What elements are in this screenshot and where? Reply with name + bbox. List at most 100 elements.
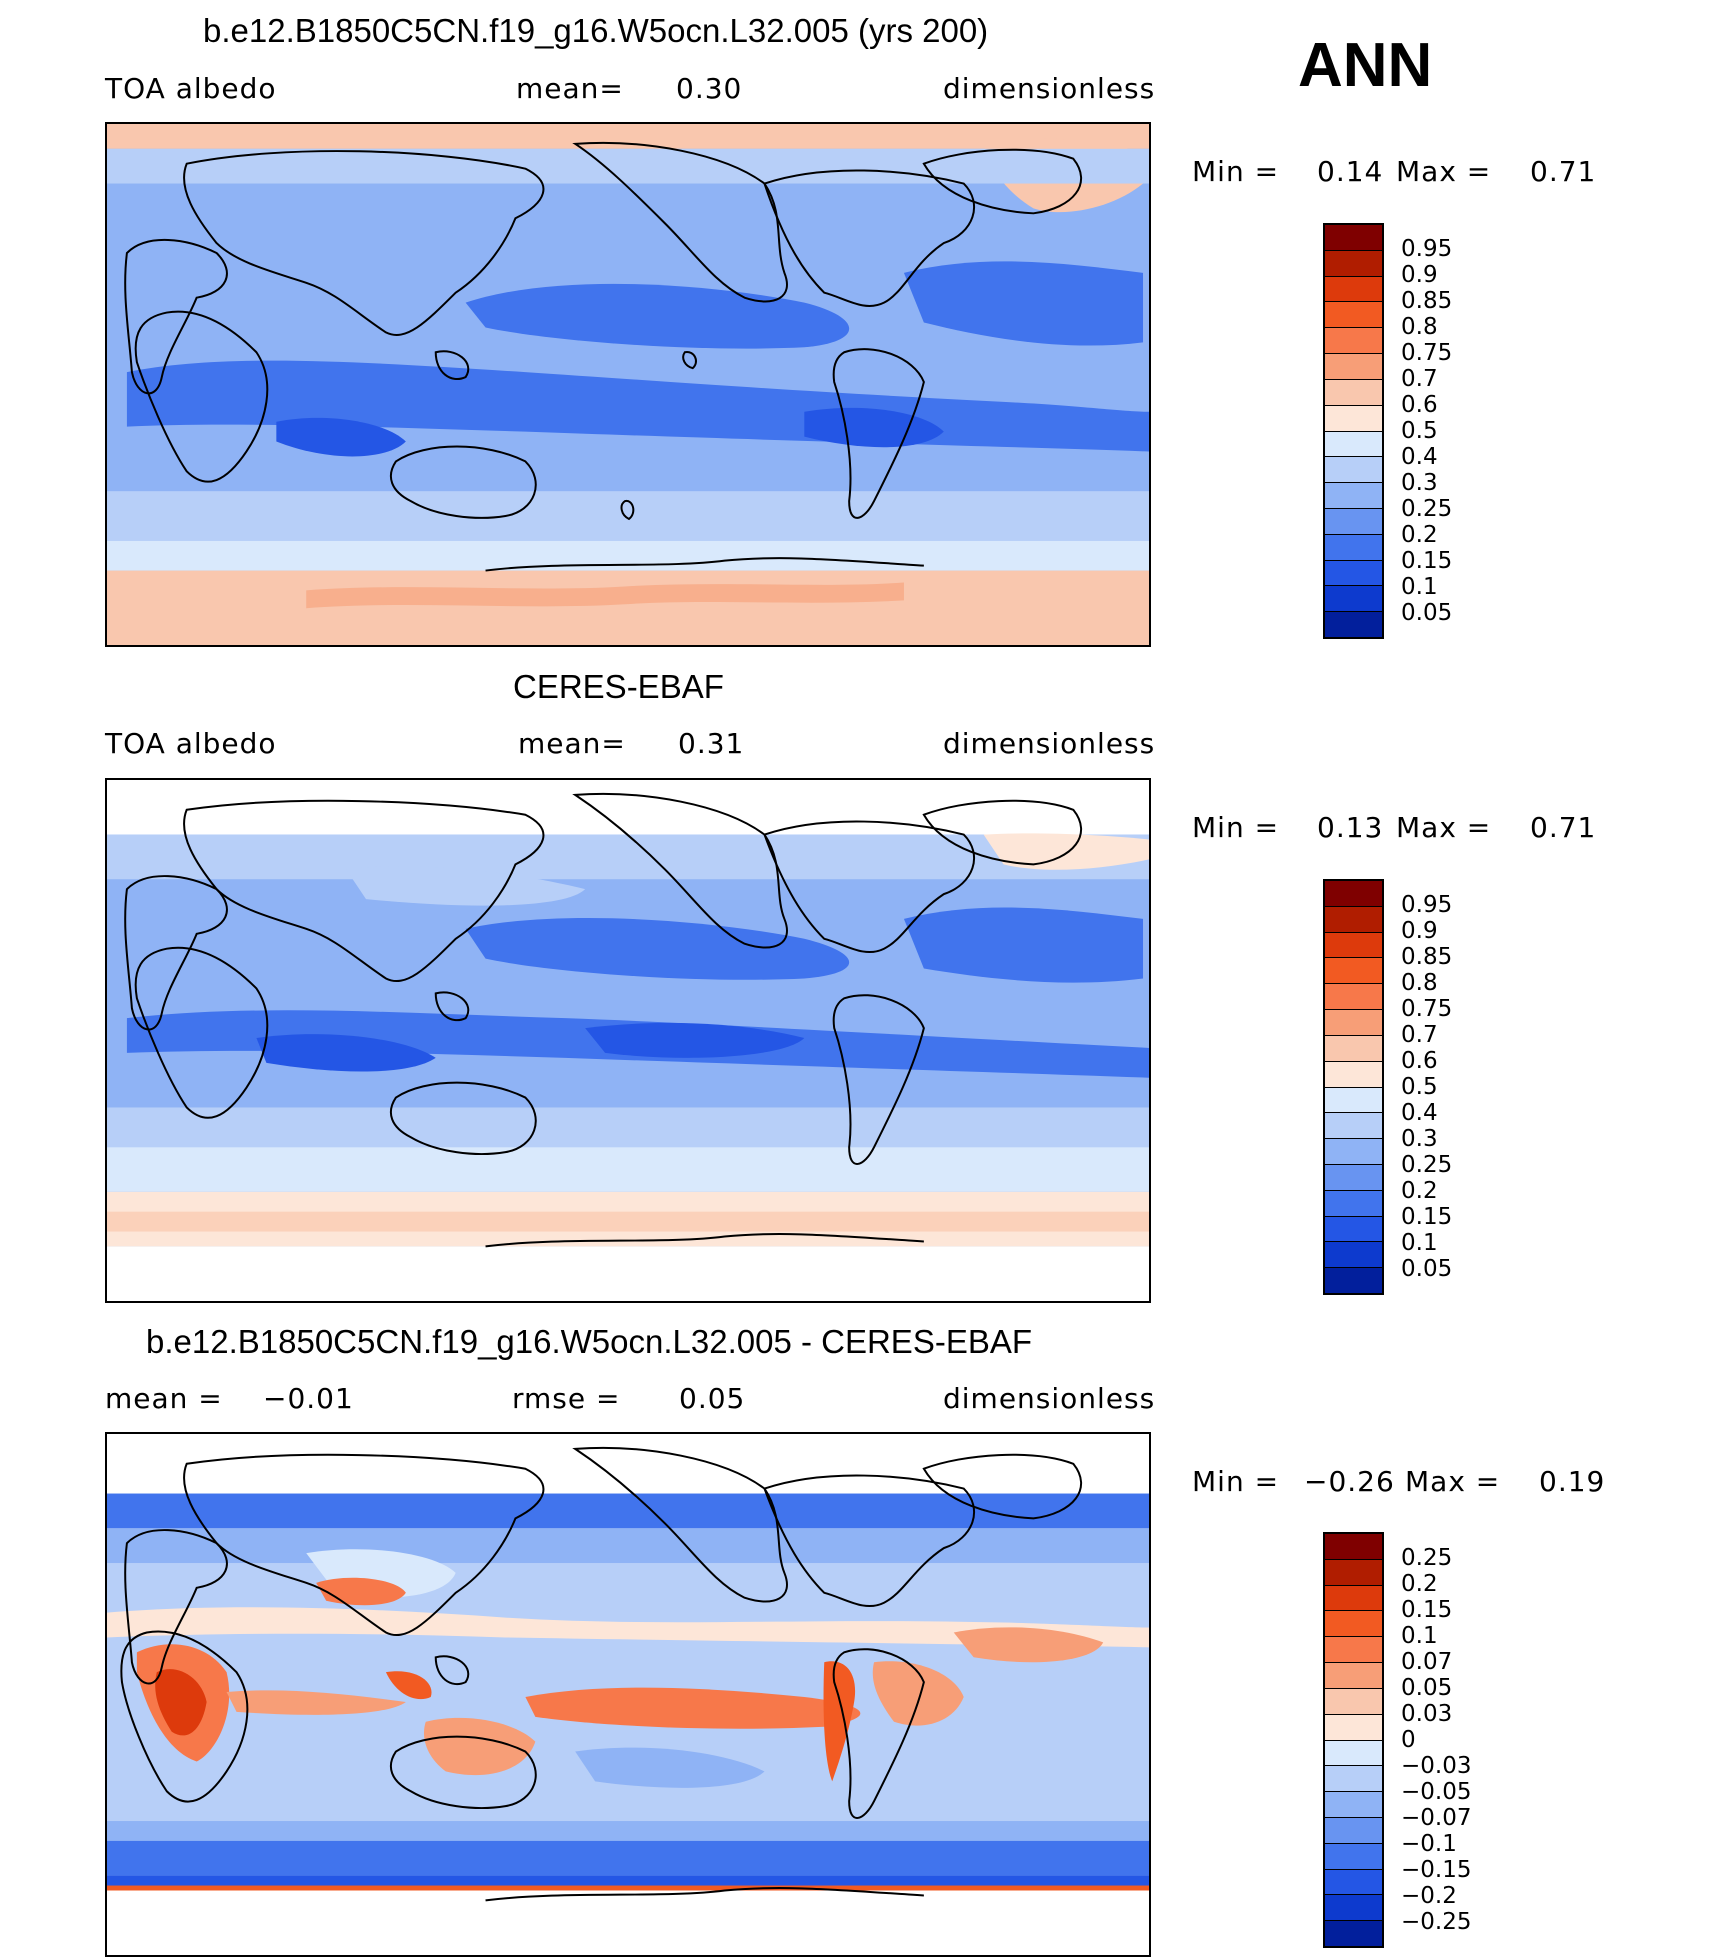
panel-1-map <box>105 122 1151 647</box>
panel-1-colorbar-labels: 0.95 0.9 0.85 0.8 0.75 0.7 0.6 0.5 0.4 0.3 0.25 0.2… <box>1401 223 1521 639</box>
colorbar-box <box>1325 1610 1382 1637</box>
colorbar-tick-label: 0 <box>1401 1727 1416 1753</box>
colorbar-box <box>1325 1739 1382 1766</box>
colorbar-box <box>1325 1558 1382 1585</box>
colorbar-tick-label: 0.1 <box>1401 1230 1438 1256</box>
colorbar-tick-label: 0.15 <box>1401 1597 1453 1623</box>
colorbar-tick-label: 0.07 <box>1401 1649 1453 1675</box>
panel-2-mean-value: 0.31 <box>678 727 745 760</box>
colorbar-box <box>1325 378 1382 405</box>
panel-3-max-value: 0.19 <box>1539 1465 1606 1498</box>
colorbar-box <box>1325 1163 1382 1190</box>
panel-2-min-label: Min = <box>1192 811 1280 844</box>
colorbar-tick-label: 0.15 <box>1401 548 1453 574</box>
panel-3-rmse-value: 0.05 <box>679 1382 746 1415</box>
panel-3-units-label: dimensionless <box>943 1382 1156 1415</box>
colorbar-tick-label: 0.05 <box>1401 600 1453 626</box>
colorbar-tick-label: 0.05 <box>1401 1256 1453 1282</box>
colorbar-box <box>1325 1034 1382 1061</box>
colorbar-tick-label: 0.6 <box>1401 392 1438 418</box>
panel-2-map <box>105 778 1151 1303</box>
colorbar-box <box>1325 430 1382 457</box>
colorbar-box <box>1325 301 1382 328</box>
colorbar-tick-label: −0.2 <box>1401 1883 1457 1909</box>
panel-2-mean-label: mean= <box>518 727 626 760</box>
colorbar-box <box>1325 353 1382 379</box>
colorbar-box <box>1325 931 1382 958</box>
panel-3-max-label: Max = <box>1405 1465 1501 1498</box>
colorbar-tick-label: 0.75 <box>1401 996 1453 1022</box>
colorbar-tick-label: 0.95 <box>1401 892 1453 918</box>
panel-1-mean-label: mean= <box>516 72 624 105</box>
panel-3-colorbar <box>1323 1532 1384 1948</box>
colorbar-box <box>1325 482 1382 508</box>
colorbar-box <box>1325 1765 1382 1792</box>
panel-3-mean-value: −0.01 <box>263 1382 354 1415</box>
panel-2-max-label: Max = <box>1396 811 1492 844</box>
colorbar-box <box>1325 404 1382 431</box>
panel-3-min-label: Min = <box>1192 1465 1280 1498</box>
panel-2-colorbar <box>1323 879 1384 1295</box>
panel-1-title: b.e12.B1850C5CN.f19_g16.W5ocn.L32.005 (y… <box>203 12 989 49</box>
panel-2-colorbar-labels: 0.95 0.9 0.85 0.8 0.75 0.7 0.6 0.5 0.4 0.3 0.25 0.2… <box>1401 879 1521 1295</box>
colorbar-box <box>1325 611 1382 637</box>
colorbar-box <box>1325 1791 1382 1817</box>
colorbar-tick-label: 0.15 <box>1401 1204 1453 1230</box>
colorbar-tick-label: 0.9 <box>1401 262 1438 288</box>
colorbar-tick-label: −0.07 <box>1401 1805 1472 1831</box>
panel-1-max-label: Max = <box>1396 155 1492 188</box>
colorbar-box <box>1325 1138 1382 1164</box>
colorbar-box <box>1325 1189 1382 1216</box>
colorbar-tick-label: 0.3 <box>1401 470 1438 496</box>
colorbar-tick-label: 0.7 <box>1401 366 1438 392</box>
colorbar-tick-label: 0.3 <box>1401 1126 1438 1152</box>
colorbar-box <box>1325 1842 1382 1869</box>
colorbar-tick-label: 0.25 <box>1401 496 1453 522</box>
colorbar-tick-label: 0.85 <box>1401 944 1453 970</box>
panel-2-max-value: 0.71 <box>1530 811 1597 844</box>
colorbar-box <box>1325 585 1382 612</box>
colorbar-box <box>1325 1534 1382 1559</box>
colorbar-tick-label: 0.05 <box>1401 1675 1453 1701</box>
colorbar-tick-label: 0.95 <box>1401 236 1453 262</box>
colorbar-tick-label: 0.1 <box>1401 1623 1438 1649</box>
colorbar-tick-label: 0.8 <box>1401 314 1438 340</box>
colorbar-box <box>1325 957 1382 984</box>
panel-1-min-value: 0.14 <box>1317 155 1384 188</box>
panel-3-title: b.e12.B1850C5CN.f19_g16.W5ocn.L32.005 - … <box>146 1323 1033 1360</box>
colorbar-tick-label: −0.25 <box>1401 1909 1472 1935</box>
colorbar-box <box>1325 905 1382 932</box>
panel-1-max-value: 0.71 <box>1530 155 1597 188</box>
colorbar-tick-label: 0.8 <box>1401 970 1438 996</box>
panel-1-mean-value: 0.30 <box>676 72 743 105</box>
colorbar-tick-label: 0.2 <box>1401 522 1438 548</box>
colorbar-tick-label: 0.03 <box>1401 1701 1453 1727</box>
colorbar-box <box>1325 507 1382 534</box>
colorbar-box <box>1325 533 1382 560</box>
panel-3-mean-label: mean = <box>105 1382 223 1415</box>
colorbar-box <box>1325 1868 1382 1895</box>
colorbar-box <box>1325 559 1382 586</box>
colorbar-tick-label: 0.7 <box>1401 1022 1438 1048</box>
colorbar-tick-label: −0.05 <box>1401 1779 1472 1805</box>
colorbar-box <box>1325 983 1382 1010</box>
colorbar-box <box>1325 1662 1382 1688</box>
colorbar-tick-label: 0.25 <box>1401 1545 1453 1571</box>
colorbar-tick-label: 0.25 <box>1401 1152 1453 1178</box>
colorbar-box <box>1325 327 1382 354</box>
panel-1-variable-label: TOA albedo <box>105 72 277 105</box>
colorbar-box <box>1325 225 1382 250</box>
panel-2-title: CERES-EBAF <box>513 668 724 705</box>
colorbar-tick-label: 0.4 <box>1401 444 1438 470</box>
panel-1-units-label: dimensionless <box>943 72 1156 105</box>
panel-2-variable-label: TOA albedo <box>105 727 277 760</box>
season-label: ANN <box>1298 31 1433 100</box>
colorbar-tick-label: −0.1 <box>1401 1831 1457 1857</box>
colorbar-box <box>1325 1584 1382 1611</box>
colorbar-box <box>1325 1894 1382 1921</box>
colorbar-tick-label: 0.5 <box>1401 1074 1438 1100</box>
colorbar-tick-label: 0.1 <box>1401 574 1438 600</box>
colorbar-box <box>1325 1009 1382 1035</box>
colorbar-tick-label: 0.9 <box>1401 918 1438 944</box>
panel-3-rmse-label: rmse = <box>512 1382 621 1415</box>
